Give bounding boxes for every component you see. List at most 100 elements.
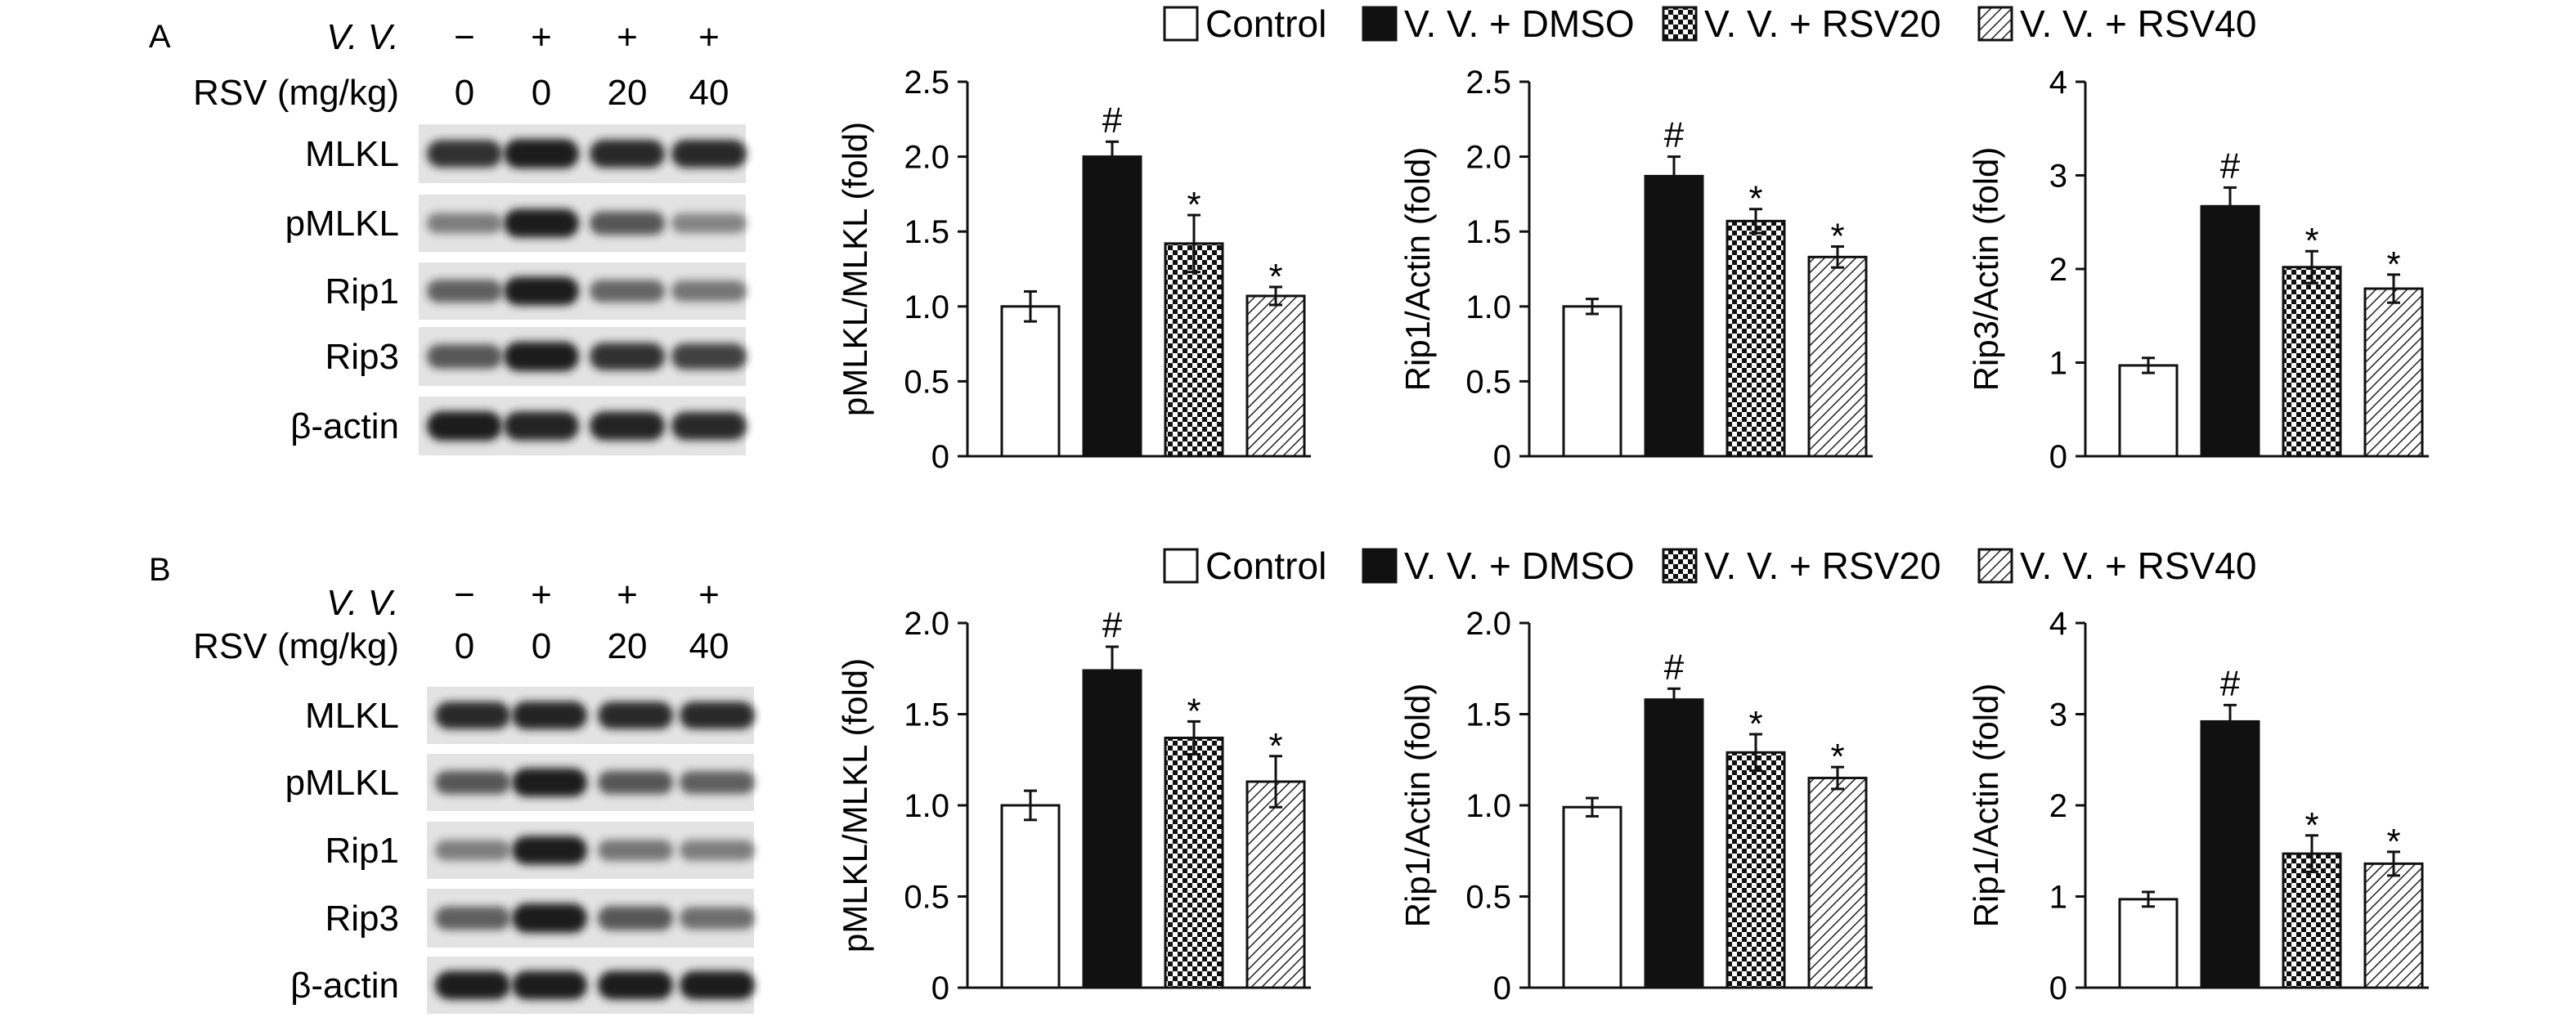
rsv-dose: 40 (689, 73, 729, 113)
blot-band (598, 906, 673, 930)
blot-band (590, 139, 665, 168)
bar (1644, 698, 1704, 989)
y-tick-label: 0.5 (904, 364, 949, 400)
bar-chart-b-rip1: 0 0.5 1.0 1.5 2.0 Rip1/Actin (fold) # * * (1398, 606, 1873, 1006)
legend-swatch-rsv40 (1977, 6, 2013, 42)
blot-band (512, 836, 587, 865)
legend-a: Control V. V. + DMSO V. V. + RSV20 V. V.… (1163, 2, 2256, 45)
y-tick-label: 0.5 (904, 880, 949, 916)
blot-band (680, 907, 755, 930)
y-axis-label: Rip1/Actin (fold) (1398, 684, 1437, 928)
bar (1562, 305, 1622, 458)
legend-label-dmso: V. V. + DMSO (1404, 545, 1635, 587)
blot-band (680, 840, 755, 861)
y-tick-label: 0.5 (1465, 364, 1511, 400)
y-tick-label: 1.0 (904, 289, 949, 325)
blot-band (598, 970, 673, 1000)
rsv-dose: 0 (455, 626, 474, 666)
blot-band (435, 970, 510, 1000)
y-axis-label: pMLKL/MLKL (fold) (836, 122, 874, 416)
blot-band (590, 411, 665, 441)
significance-mark: * (2386, 822, 2400, 862)
legend-swatch-dmso (1362, 548, 1398, 584)
blot-row-label: Rip1 (325, 831, 400, 871)
rsv-dose: 40 (689, 626, 729, 666)
blot-row-label: pMLKL (285, 204, 399, 244)
blot-row-label: β-actin (290, 406, 399, 446)
rsv-label-a: RSV (mg/kg) (193, 73, 399, 113)
blot-band (671, 213, 747, 234)
y-tick-label: 2.0 (904, 140, 949, 176)
blot-row-label: MLKL (305, 696, 399, 736)
panel-letter-a: A (149, 19, 171, 55)
y-axis-label: Rip1/Actin (fold) (1967, 684, 2005, 928)
blot-row-label: β-actin (290, 966, 399, 1006)
blot-band (504, 411, 579, 441)
vv-mark: − (454, 575, 475, 615)
bar (1245, 294, 1306, 458)
y-tick-label: 4 (2049, 65, 2067, 101)
blot-band (435, 840, 510, 861)
y-tick-label: 1.0 (1465, 289, 1511, 325)
bar (1726, 751, 1786, 989)
significance-mark: * (1748, 179, 1762, 219)
legend-swatch-rsv20 (1662, 6, 1698, 42)
blot-band (590, 343, 665, 370)
significance-mark: # (2220, 146, 2241, 186)
blot-band (435, 702, 510, 729)
legend-label-control: Control (1205, 545, 1326, 587)
bar (1807, 255, 1868, 458)
blot-band (435, 906, 510, 930)
significance-mark: * (1830, 737, 1844, 777)
legend-label-control: Control (1205, 2, 1326, 45)
y-tick-label: 1 (2049, 880, 2067, 916)
vv-mark: + (698, 575, 720, 615)
y-tick-label: 1.5 (1465, 214, 1511, 250)
significance-mark: # (1102, 100, 1123, 140)
bar (1164, 242, 1224, 458)
bar (1082, 669, 1142, 989)
bar-chart-a-rip1: 0 0.5 1.0 1.5 2.0 2.5 Rip1/Actin (fold) # * * (1398, 65, 1873, 475)
blot-band (427, 213, 502, 234)
significance-mark: * (2386, 244, 2400, 285)
vv-mark: + (698, 17, 720, 57)
y-tick-label: 0 (2049, 439, 2067, 475)
legend-label-rsv40: V. V. + RSV40 (2020, 2, 2256, 45)
rsv-dose: 20 (608, 626, 648, 666)
bar (1082, 155, 1142, 458)
significance-mark: * (1748, 704, 1762, 744)
y-axis-label: Rip3/Actin (fold) (1967, 147, 2005, 392)
blot-band (512, 970, 587, 1000)
blot-band (427, 140, 502, 168)
legend-label-rsv20: V. V. + RSV20 (1704, 545, 1941, 587)
rsv-label-b: RSV (mg/kg) (193, 626, 399, 666)
significance-mark: * (2304, 805, 2318, 845)
significance-mark: * (1187, 185, 1200, 225)
y-tick-label: 1.5 (904, 214, 949, 250)
blot-band (680, 970, 755, 1000)
bar (2200, 204, 2260, 458)
blot-band (671, 280, 747, 302)
rsv-dose: 0 (532, 73, 551, 113)
blot-row-label: Rip3 (325, 899, 400, 939)
blot-row-label: pMLKL (285, 763, 399, 803)
blot-band (504, 139, 579, 168)
blot-band (504, 276, 579, 306)
blot-band (435, 770, 510, 795)
legend-swatch-rsv40 (1977, 548, 2013, 584)
y-tick-label: 4 (2049, 606, 2067, 642)
significance-mark: # (1102, 605, 1123, 645)
y-tick-label: 0 (1493, 970, 1511, 1006)
legend-swatch-dmso (1362, 6, 1398, 42)
y-tick-label: 1.5 (904, 697, 949, 733)
blot-row-label: MLKL (305, 134, 399, 174)
bar (1644, 174, 1704, 458)
legend-swatch-rsv20 (1662, 548, 1698, 584)
y-tick-label: 1 (2049, 346, 2067, 382)
bar (2363, 287, 2424, 458)
vv-label-b: V. V. (326, 583, 399, 623)
blot-band (598, 770, 673, 795)
blot-band (504, 342, 579, 371)
y-tick-label: 0 (1493, 439, 1511, 475)
